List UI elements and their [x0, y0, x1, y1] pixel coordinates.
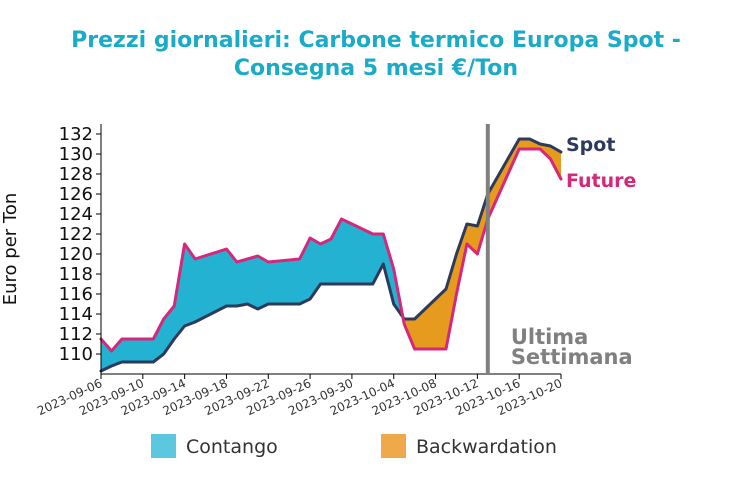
y-tick-label-132: 132	[59, 124, 93, 145]
series-line-spot	[99, 137, 563, 373]
annotation-layer: Ultima Settimana	[485, 124, 633, 374]
y-tick-label-128: 128	[59, 164, 93, 185]
legend: Contango Backwardation	[151, 434, 557, 458]
y-axis-label: Euro per Ton	[0, 193, 21, 306]
y-tick-label-112: 112	[59, 324, 93, 345]
series-label-spot: Spot	[566, 134, 615, 156]
last-week-label-line1: Ultima	[511, 325, 589, 349]
y-tick-label-122: 122	[59, 224, 93, 245]
y-tick-label-120: 120	[59, 244, 93, 265]
chart-title-line1: Prezzi giornalieri: Carbone termico Euro…	[71, 28, 681, 53]
backwardation-area-1	[402, 139, 561, 349]
y-tick-label-110: 110	[59, 344, 93, 365]
last-week-label-line2: Settimana	[511, 345, 633, 369]
y-tick-label-116: 116	[59, 284, 93, 305]
series-label-layer: Spot Future	[566, 134, 636, 192]
legend-swatch-backwardation	[381, 434, 406, 458]
y-tick-label-124: 124	[59, 204, 93, 225]
y-tick-label-126: 126	[59, 184, 93, 205]
y-tick-label-114: 114	[59, 304, 93, 325]
contango-area-0	[101, 219, 403, 371]
legend-swatch-contango	[151, 434, 176, 458]
legend-label-backwardation: Backwardation	[416, 436, 557, 458]
series-label-future: Future	[566, 170, 636, 192]
chart-title-line2: Consegna 5 mesi €/Ton	[234, 56, 518, 81]
legend-label-contango: Contango	[186, 436, 278, 458]
fill-layer	[101, 139, 561, 371]
y-tick-label-118: 118	[59, 264, 93, 285]
line-layer	[99, 137, 563, 373]
series-line-future	[99, 147, 563, 353]
y-tick-label-130: 130	[59, 144, 93, 165]
